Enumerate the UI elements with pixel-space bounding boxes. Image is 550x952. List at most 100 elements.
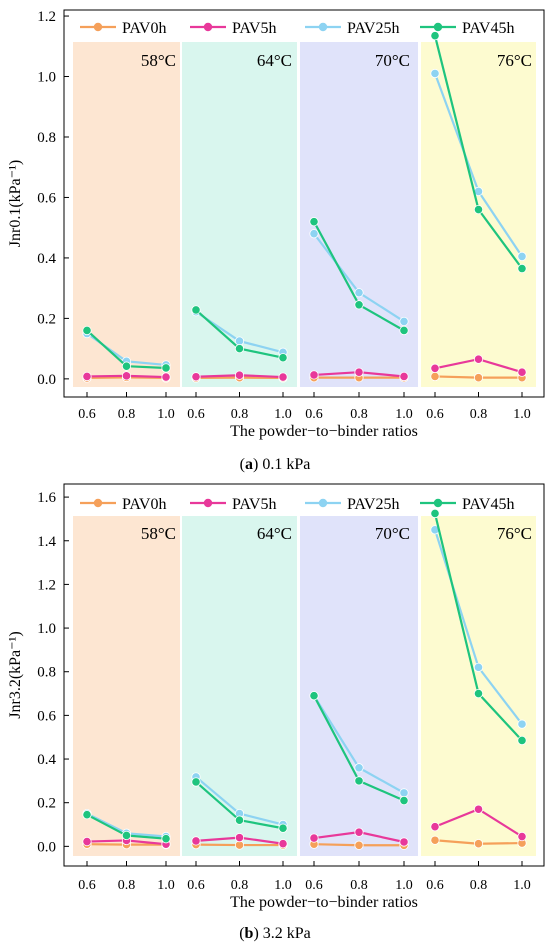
data-point-PAV45h [430,508,440,519]
data-point-PAV25h [354,288,364,298]
data-point-PAV45h [121,830,132,841]
data-point-PAV45h [161,363,171,373]
legend-label: PAV25h [347,20,399,37]
legend-marker [93,498,103,508]
data-point-PAV5h [473,354,484,364]
x-axis-label: The powder−to−binder ratios [230,423,418,440]
legend-label: PAV25h [347,496,399,513]
data-point-PAV5h [309,370,319,380]
group-background [182,42,297,387]
data-point-PAV5h [430,822,440,832]
data-point-PAV5h [517,831,527,842]
data-point-PAV45h [82,325,92,336]
data-point-PAV5h [517,367,527,377]
data-point-PAV0h [354,840,364,850]
data-point-PAV5h [161,372,171,382]
data-point-PAV5h [309,833,319,843]
legend-marker [203,498,213,508]
group-label: 76°C [497,51,532,70]
data-point-PAV45h [278,353,288,363]
data-point-PAV25h [399,788,409,798]
y-tick-label: 1.6 [37,490,56,506]
legend-label: PAV45h [462,496,514,513]
caption-a: (a) 0.1 kPa [239,456,311,473]
y-tick-label: 0.6 [37,708,56,724]
x-tick-label: 0.8 [470,407,488,422]
data-point-PAV45h [399,325,409,336]
x-tick-label: 0.8 [118,878,136,893]
x-tick-label: 1.0 [395,407,413,422]
x-tick-label: 1.0 [157,878,175,893]
data-point-PAV5h [278,372,288,382]
x-tick-label: 1.0 [274,407,292,422]
y-tick-label: 0.0 [37,372,56,388]
x-tick-label: 0.6 [426,407,444,422]
y-tick-label: 1.0 [37,621,56,637]
caption-b-text: 3.2 kPa [262,925,311,942]
legend-marker [203,22,213,32]
x-tick-label: 1.0 [274,878,292,893]
y-tick-label: 0.8 [37,130,56,146]
data-point-PAV45h [121,361,132,371]
group-label: 64°C [257,51,292,70]
data-point-PAV25h [309,229,319,239]
data-point-PAV5h [191,372,201,382]
data-point-PAV25h [399,316,409,327]
legend-label: PAV45h [462,20,514,37]
legend-marker [318,498,328,508]
data-point-PAV5h [278,839,288,849]
chart-0: 0.0 0.2 0.4 0.6 0.8 1.0 1.2 Jnr0.1(kPa⁻¹) 0.6 0.8… [7,9,545,440]
legend-label: PAV5h [232,496,276,513]
x-tick-label: 1.0 [395,878,413,893]
x-tick-label: 0.6 [305,878,323,893]
x-tick-label: 0.6 [78,407,96,422]
data-point-PAV0h [473,373,484,383]
data-point-PAV45h [191,777,201,787]
x-tick-label: 0.8 [470,878,488,893]
group-label: 58°C [141,51,176,70]
data-point-PAV45h [161,834,171,844]
x-tick-label: 0.6 [305,407,323,422]
data-point-PAV25h [234,336,245,346]
data-point-PAV25h [354,763,364,773]
data-point-PAV5h [473,804,484,814]
y-tick-label: 1.4 [37,534,56,550]
x-tick-label: 1.0 [513,407,531,422]
y-axis-label: Jnr3.2(kPa⁻¹) [7,631,24,718]
caption-a-text: 0.1 kPa [262,456,311,473]
data-point-PAV45h [354,776,364,786]
legend-label: PAV5h [232,20,276,37]
y-tick-label: 0.2 [37,796,56,812]
data-point-PAV5h [234,833,245,843]
y-tick-label: 0.0 [37,839,56,855]
group-background [300,516,418,856]
data-point-PAV25h [430,68,440,79]
group-label: 76°C [497,524,532,543]
legend-marker [433,498,443,508]
chart-1: 0.0 0.2 0.4 0.6 0.8 1.0 1.2 1.4 1.6 Jnr3.2(kPa⁻¹)… [7,483,545,911]
caption-a-letter: a [245,456,253,473]
data-point-PAV5h [399,371,409,382]
plot-frame [63,9,545,398]
data-point-PAV45h [191,305,201,315]
data-point-PAV45h [354,300,364,310]
data-point-PAV45h [399,795,409,806]
group-label: 70°C [375,51,410,70]
data-point-PAV45h [234,344,245,354]
data-point-PAV5h [121,371,132,381]
data-point-PAV45h [473,204,484,215]
legend-label: PAV0h [122,20,166,37]
y-tick-label: 1.0 [37,70,56,86]
group-background [421,42,536,387]
data-point-PAV5h [82,836,92,847]
group-label: 70°C [375,524,410,543]
data-point-PAV5h [191,836,201,846]
data-point-PAV45h [309,691,319,701]
data-point-PAV5h [430,363,440,373]
x-tick-label: 1.0 [157,407,175,422]
data-point-PAV25h [517,251,527,262]
data-point-PAV45h [309,217,319,227]
data-point-PAV5h [82,371,92,382]
x-tick-label: 0.6 [187,878,205,893]
